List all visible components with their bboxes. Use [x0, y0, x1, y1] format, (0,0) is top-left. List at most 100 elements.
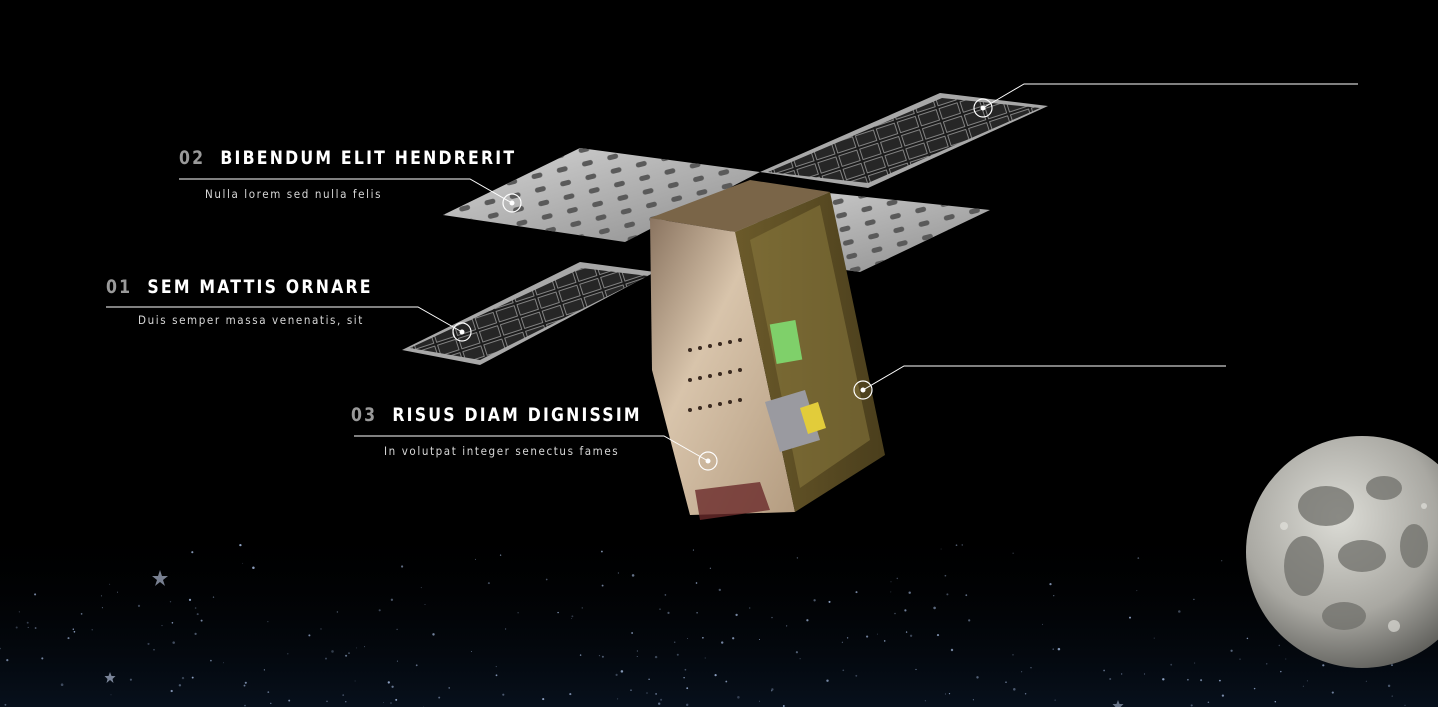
- star: [684, 668, 687, 671]
- star: [855, 674, 858, 677]
- star: [80, 613, 83, 615]
- star: [188, 598, 192, 602]
- callout-number: 02: [179, 147, 206, 169]
- star: [686, 638, 688, 639]
- star: [601, 655, 604, 658]
- star: [676, 653, 679, 656]
- star: [1053, 595, 1055, 597]
- star: [1049, 583, 1052, 586]
- star: [356, 647, 358, 649]
- star: [1054, 699, 1056, 701]
- star: [1121, 673, 1123, 675]
- callout-number: 03: [351, 404, 378, 426]
- star: [1162, 678, 1165, 681]
- star: [1302, 685, 1304, 687]
- star: [252, 566, 255, 569]
- star: [1012, 552, 1014, 554]
- star: [702, 636, 704, 639]
- star: [1194, 662, 1196, 664]
- star: [1274, 700, 1277, 703]
- star: [905, 631, 908, 633]
- star: [721, 641, 724, 644]
- star: [1285, 658, 1287, 660]
- star: [242, 562, 244, 564]
- star: [505, 628, 507, 630]
- star: [470, 651, 472, 652]
- star: [571, 618, 573, 619]
- star: [636, 650, 638, 652]
- star: [648, 678, 650, 680]
- star: [686, 687, 689, 690]
- star: [796, 557, 799, 559]
- callout-subtitle: Nulla lorem sed nulla felis: [205, 187, 383, 201]
- star: [200, 619, 203, 622]
- star: [1387, 684, 1391, 688]
- star: [495, 674, 498, 677]
- star: [432, 633, 435, 636]
- star: [732, 637, 735, 640]
- star: [348, 652, 350, 655]
- star: [771, 690, 773, 692]
- star: [147, 642, 150, 645]
- star: [345, 701, 347, 703]
- star: [320, 628, 322, 630]
- star: [1012, 654, 1014, 656]
- star: [267, 621, 269, 623]
- star: [846, 637, 849, 639]
- star: [581, 607, 584, 609]
- star: [617, 698, 619, 700]
- star: [655, 692, 658, 695]
- star: [391, 685, 394, 688]
- star: [345, 654, 348, 657]
- star: [813, 599, 816, 602]
- star: [191, 551, 194, 554]
- star: [718, 588, 721, 592]
- star: [1013, 688, 1016, 691]
- star: [212, 596, 215, 598]
- star: [933, 606, 936, 610]
- star: [396, 660, 398, 662]
- star: [636, 656, 638, 658]
- star: [1103, 669, 1105, 672]
- star: [955, 544, 958, 547]
- star: [631, 632, 633, 634]
- star: [1041, 623, 1043, 625]
- star: [0, 647, 2, 650]
- star: [499, 554, 502, 556]
- star: [749, 607, 751, 609]
- star: [725, 680, 728, 683]
- star: [664, 594, 667, 596]
- star: [615, 673, 618, 676]
- star: [714, 673, 717, 677]
- star: [737, 696, 740, 699]
- star: [1024, 693, 1027, 695]
- star: [631, 574, 635, 577]
- star: [331, 650, 334, 653]
- star: [673, 641, 676, 643]
- star: [1207, 701, 1210, 704]
- star: [1021, 671, 1023, 673]
- star: [1052, 648, 1054, 650]
- star: [326, 700, 328, 703]
- star: [448, 687, 451, 689]
- star: [659, 608, 661, 610]
- star: [896, 577, 899, 580]
- star: [557, 611, 559, 614]
- star: [101, 607, 103, 609]
- star: [178, 684, 182, 687]
- star: [600, 550, 603, 553]
- star: [545, 578, 548, 581]
- star: [571, 615, 574, 618]
- star: [866, 635, 869, 638]
- star: [685, 703, 689, 707]
- star: [1246, 637, 1249, 640]
- star: [944, 693, 947, 695]
- star: [1178, 610, 1181, 613]
- callout-title: 03 RISUS DIAM DIGNISSIM: [351, 404, 642, 426]
- star: [267, 691, 270, 693]
- star: [646, 692, 648, 694]
- star: [909, 634, 913, 637]
- star: [976, 676, 979, 679]
- star: [495, 666, 497, 668]
- star: [1153, 637, 1155, 639]
